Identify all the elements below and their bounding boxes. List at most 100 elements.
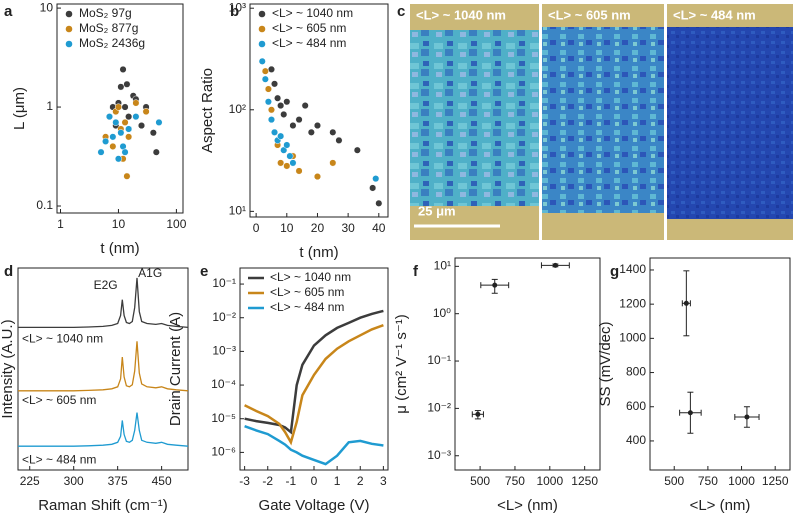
x-axis-title: t (nm) [299,244,338,261]
y-axis-title: Aspect Ratio [199,68,216,153]
y-tick-label: 10⁻¹ [212,276,236,290]
panel-letter: c [397,3,405,20]
point [283,98,291,106]
y-tick-label: 10¹ [434,259,451,273]
panel-letter: b [230,3,239,20]
plot-frame [454,257,601,471]
x-tick-label: -2 [262,474,273,488]
plot-frame [56,3,184,214]
annotation: A1G [138,266,162,280]
legend-swatch [65,25,73,33]
y-tick-label: 10⁻³ [427,448,451,462]
point [267,106,276,114]
x-axis-title: Gate Voltage (V) [259,497,370,514]
x-tick-label: 750 [505,474,525,488]
y-tick-label: 800 [626,365,646,379]
film [542,27,665,213]
panel-letter: d [4,263,13,280]
y-tick-label: 1 [46,99,53,113]
legend-label: <L> ~ 1040 nm [272,6,353,20]
x-axis-title: <L> (nm) [497,497,558,514]
point [280,110,288,118]
y-tick-label: 400 [626,433,646,447]
x-tick-label: 10 [280,221,294,235]
micrograph-panel: c <L> ~ 1040 nm <L> ~ 605 nm <L> ~ 484 n… [397,3,793,240]
annotation: <L> ~ 605 nm [22,393,96,407]
point [286,152,294,160]
x-tick-label: 1250 [762,474,789,488]
x-tick-label: 1250 [571,474,598,488]
annotation: <L> ~ 484 nm [22,452,96,466]
point [744,414,750,420]
point [149,129,157,137]
x-tick-label: 225 [20,474,40,488]
legend-swatch [258,10,266,18]
point [117,83,125,91]
point [121,118,129,126]
point [295,167,303,175]
point [132,113,140,121]
x-tick-label: 30 [341,221,355,235]
y-tick-label: 10¹ [229,204,246,218]
point [261,67,269,75]
point [155,118,163,126]
point [270,80,279,88]
scale-bar-label: 25 μm [418,203,456,218]
y-axis-title: μ (cm² V⁻¹ s⁻¹) [393,314,410,413]
point [112,118,120,126]
y-tick-label: 1200 [619,296,646,310]
point [97,148,105,156]
x-tick-label: 1000 [728,474,755,488]
point [132,99,140,107]
micrograph-label: <L> ~ 1040 nm [416,7,506,22]
point [283,162,291,170]
point [105,113,114,121]
point [280,146,288,154]
point [277,102,285,110]
point [109,142,117,150]
legend-label: <L> ~ 605 nm [272,21,346,35]
legend-label: MoS₂ 97g [79,6,132,20]
point [125,125,133,133]
y-tick-label: 10⁰ [433,306,451,320]
point [264,98,272,106]
point [137,122,146,130]
x-tick-label: 40 [372,221,386,235]
x-tick-label: -1 [286,474,297,488]
plot-frame [649,257,791,471]
point [313,173,322,181]
x-tick-label: 500 [470,474,490,488]
series-line [18,277,189,329]
point [152,148,160,156]
point [258,57,266,65]
y-tick-label: 10⁻³ [212,344,236,358]
point [277,132,285,140]
x-tick-label: -3 [239,474,250,488]
point [283,141,291,149]
x-tick-label: 100 [166,217,186,231]
legend-label: MoS₂ 877g [79,21,138,35]
point [264,85,272,93]
x-axis-title: t (nm) [100,240,139,257]
point [289,121,297,130]
point [353,146,361,154]
point [372,175,380,183]
series-line [244,309,384,435]
y-tick-label: 10⁻¹ [427,353,451,367]
point [267,116,276,124]
series-line [244,425,384,466]
micrograph-label: <L> ~ 605 nm [548,7,631,22]
x-tick-label: 375 [108,474,128,488]
point [277,159,285,167]
x-tick-label: 300 [64,474,84,488]
x-tick-label: 20 [311,221,325,235]
point [552,262,558,268]
point [261,75,269,83]
y-tick-label: 10⁻⁴ [211,377,236,391]
y-tick-label: 10³ [229,0,246,14]
x-tick-label: 500 [664,474,684,488]
point [125,113,133,121]
point [301,102,309,110]
plot-frame [17,267,189,471]
